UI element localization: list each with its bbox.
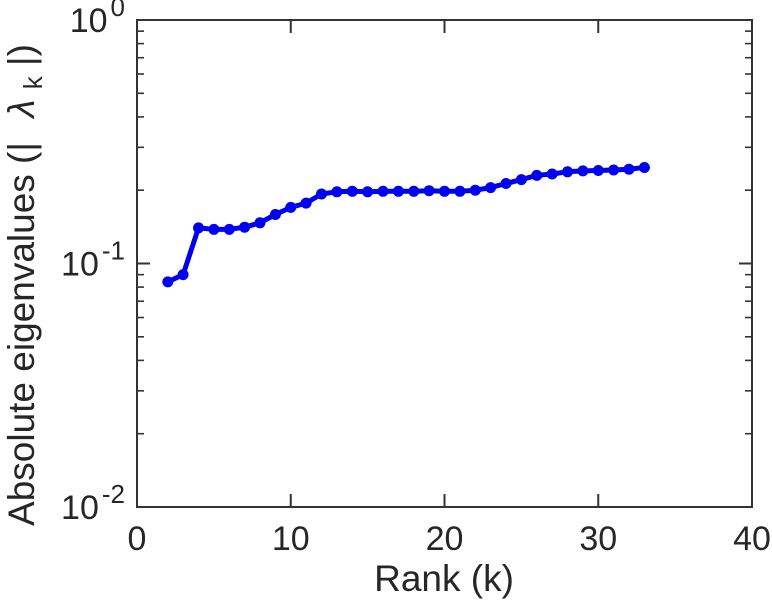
data-point <box>177 269 189 281</box>
y-tick-label: 10 -1 <box>61 236 125 284</box>
data-point <box>485 182 497 194</box>
x-tick-label: 30 <box>579 520 617 558</box>
data-point <box>300 197 312 209</box>
data-point <box>439 185 450 197</box>
data-point <box>500 178 512 189</box>
data-point <box>346 185 358 197</box>
data-point <box>392 185 404 197</box>
data-point <box>377 185 389 197</box>
data-point <box>223 223 235 235</box>
plot-frame-rect <box>136 19 753 508</box>
data-point <box>592 165 604 176</box>
data-point <box>285 201 297 213</box>
data-point <box>362 186 374 198</box>
y-axis-label: Absolute eigenvalues (| λ k |) <box>1 44 50 526</box>
y-axis-label-suffix: |) <box>1 44 42 66</box>
x-tick-label: 0 <box>128 520 147 558</box>
data-point <box>469 184 481 196</box>
y-tick-label: 10 -2 <box>61 479 125 527</box>
x-tick-label: 40 <box>733 520 771 558</box>
data-point <box>423 185 435 197</box>
data-point <box>239 221 251 233</box>
lambda-symbol: λ <box>1 100 42 120</box>
data-point <box>608 164 620 176</box>
y-tick-base: 10 <box>61 489 99 527</box>
y-tick-exponent: -1 <box>102 236 125 266</box>
data-point <box>546 168 558 180</box>
data-point <box>316 188 327 200</box>
x-axis-label: Rank (k) <box>374 558 514 599</box>
data-point <box>269 209 281 220</box>
data-point <box>208 223 220 235</box>
x-tick-label: 20 <box>426 520 464 558</box>
x-axis: 0 10 20 30 40 <box>128 20 771 558</box>
data-point <box>254 217 266 229</box>
data-point <box>562 166 573 178</box>
lambda-subscript: k <box>18 75 48 89</box>
data-point <box>162 276 174 288</box>
data-point <box>623 163 635 175</box>
data-point <box>638 162 650 173</box>
y-axis-label-prefix: Absolute eigenvalues (| <box>1 142 42 526</box>
plot-frame <box>136 19 753 508</box>
data-point <box>577 165 589 177</box>
data-point <box>515 174 527 186</box>
y-tick-exponent: -2 <box>102 479 125 509</box>
data-point <box>531 169 543 181</box>
data-point <box>193 222 204 234</box>
data-line <box>165 165 647 285</box>
data-point <box>454 185 466 197</box>
y-tick-label: 10 0 <box>70 0 125 40</box>
y-tick-exponent: 0 <box>111 0 125 22</box>
data-series <box>162 162 650 288</box>
data-point <box>331 186 343 198</box>
x-tick-label: 10 <box>272 520 310 558</box>
y-tick-base: 10 <box>70 2 108 40</box>
data-point <box>408 185 420 197</box>
y-tick-base: 10 <box>61 246 99 284</box>
